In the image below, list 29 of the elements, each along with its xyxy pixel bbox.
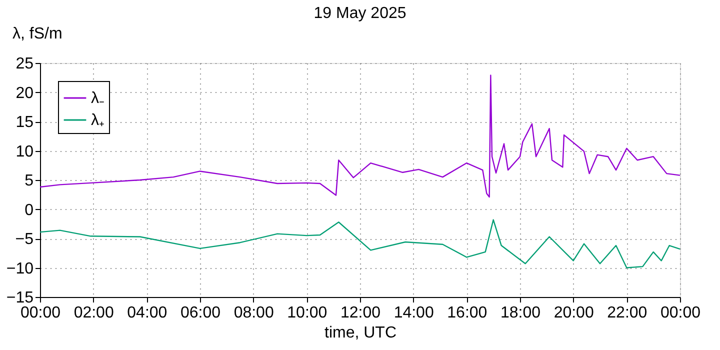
y-tick-label: 5: [24, 172, 34, 190]
y-axis-title: λ, fS/m: [12, 26, 62, 42]
x-tick-label: 04:00: [127, 304, 168, 322]
y-tick-label: 15: [16, 114, 34, 131]
x-axis-title: time, UTC: [324, 324, 396, 342]
y-tick-label: 10: [16, 143, 34, 160]
x-tick-label: 22:00: [607, 304, 648, 322]
y-tick-label: 25: [16, 56, 34, 72]
x-tick-label: 20:00: [554, 304, 594, 322]
legend-label: λ₋: [91, 90, 104, 107]
y-tick-label: 20: [16, 84, 34, 102]
x-tick-label: 00:00: [20, 304, 61, 322]
y-tick-label: −5: [15, 231, 34, 248]
x-tick-label: 06:00: [180, 304, 221, 322]
line-series: [39, 74, 681, 198]
x-tick-label: 02:00: [74, 304, 114, 322]
chart-title: 19 May 2025: [314, 5, 406, 22]
line-series: [39, 219, 681, 268]
x-tick-label: 10:00: [287, 304, 328, 322]
y-tick-label: −15: [6, 290, 34, 306]
x-tick-label: 14:00: [394, 304, 434, 322]
x-tick-label: 12:00: [340, 304, 381, 322]
x-tick-label: 00:00: [660, 304, 701, 322]
x-tick-label: 16:00: [447, 304, 488, 322]
x-tick-label: 08:00: [234, 304, 274, 322]
x-tick-label: 18:00: [500, 304, 541, 322]
y-tick-label: 0: [24, 202, 34, 219]
y-tick-label: −10: [6, 260, 34, 278]
legend-label: λ₊: [91, 112, 104, 129]
